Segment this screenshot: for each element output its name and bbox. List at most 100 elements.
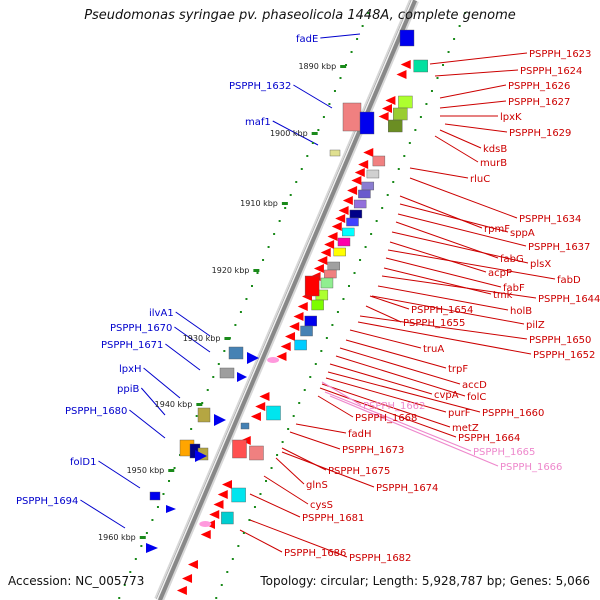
scale-dot <box>265 480 268 482</box>
scale-dot <box>331 324 334 326</box>
right-gene-label: PSPPH_1652 <box>533 350 595 361</box>
gene-arrow-red <box>217 490 228 499</box>
gene-block-right <box>387 119 403 133</box>
gene-block-right <box>413 59 428 73</box>
right-gene-label: PSPPH_1626 <box>508 81 570 92</box>
gene-arrow-red <box>250 412 261 421</box>
right-leader-line <box>295 423 347 434</box>
left-gene-label: fadE <box>296 34 318 45</box>
gene-block-ilva1 <box>228 346 244 360</box>
right-gene-label: rpmF <box>484 224 510 235</box>
left-gene-label: ppiB <box>117 384 139 395</box>
scale-dot <box>295 181 298 183</box>
right-gene-label: rluC <box>470 174 490 185</box>
scale-tick <box>139 536 146 539</box>
gene-arrow <box>146 543 158 553</box>
scale-dot <box>430 90 433 92</box>
gene-block-pink <box>199 521 212 527</box>
gene-arrow <box>237 372 247 382</box>
scale-dot <box>145 532 148 534</box>
label-leader-lines <box>80 33 556 558</box>
right-leader-line <box>249 493 301 518</box>
right-leader-line <box>275 457 305 485</box>
right-leader-line <box>335 355 466 397</box>
backbone-line <box>156 0 418 600</box>
gene-block-right <box>221 511 234 525</box>
gene-arrow-red <box>213 500 224 509</box>
scale-dot <box>123 584 126 586</box>
scale-dot <box>425 103 428 105</box>
scale-dot <box>289 194 292 196</box>
scale-dot <box>245 298 248 300</box>
pink-gene-label: PSPPH_1662 <box>363 401 425 412</box>
scale-dot <box>464 12 467 14</box>
right-gene-label: PSPPH_1637 <box>528 242 590 253</box>
right-leader-line <box>369 295 410 310</box>
gene-arrow-red <box>378 112 389 121</box>
gene-arrow-red <box>289 322 300 331</box>
right-leader-line <box>409 177 518 219</box>
gene-block-right <box>366 169 380 179</box>
left-gene-label: PSPPH_1694 <box>16 496 78 507</box>
left-gene-label: PSPPH_1670 <box>110 323 172 334</box>
right-leader-line <box>239 529 283 553</box>
right-gene-label: acpP <box>488 268 512 279</box>
right-leader-line <box>289 431 341 450</box>
scale-tick <box>253 269 260 272</box>
gene-arrow-red <box>385 96 396 105</box>
right-leader-line <box>397 213 527 247</box>
gene-block-right <box>333 247 346 257</box>
gene-arrow-red <box>293 312 304 321</box>
gene-block-pspph1671 <box>219 367 235 379</box>
right-leader-line <box>327 371 481 413</box>
right-gene-label: glnS <box>306 480 328 491</box>
right-gene-label: trpF <box>448 364 468 375</box>
right-leader-line <box>263 475 309 505</box>
gene-arrow-red <box>187 560 198 569</box>
scale-tick <box>281 202 288 205</box>
scale-dot <box>375 220 378 222</box>
scale-dot <box>367 12 370 14</box>
scale-dot <box>156 506 159 508</box>
right-gene-label: PSPPH_1623 <box>529 49 591 60</box>
right-gene-label: fadH <box>348 429 372 440</box>
gene-arrow-red <box>182 574 193 583</box>
right-leader-line <box>325 377 447 413</box>
right-gene-label: PSPPH_1668 <box>355 413 417 424</box>
scale-dot <box>356 38 359 40</box>
scale-dot <box>259 493 262 495</box>
right-leader-line <box>439 100 507 109</box>
right-gene-label: lpxK <box>500 112 522 123</box>
scale-dot <box>237 545 240 547</box>
right-leader-line <box>349 329 422 349</box>
right-gene-label: PSPPH_1660 <box>482 408 544 419</box>
backbone-highlight <box>156 0 413 600</box>
gene-block-fold1 <box>149 491 161 501</box>
scale-dot <box>267 246 270 248</box>
right-gene-label: PSPPH_1655 <box>403 318 465 329</box>
right-gene-label: pilZ <box>526 320 545 331</box>
left-leader-line <box>293 84 333 109</box>
right-gene-label: PSPPH_1682 <box>349 553 411 564</box>
gene-arrow-red <box>363 148 374 157</box>
gene-arrow-red <box>255 402 266 411</box>
scale-tick <box>196 403 203 406</box>
gene-arrow-red <box>313 264 324 273</box>
right-gene-label: PSPPH_1664 <box>458 433 520 444</box>
right-gene-label: cysS <box>310 500 333 511</box>
scale-dot <box>234 324 237 326</box>
gene-block-right <box>294 339 307 351</box>
right-gene-label: fabD <box>557 275 581 286</box>
right-gene-label: PSPPH_1674 <box>376 483 438 494</box>
gene-arrow-red <box>331 222 342 231</box>
scale-dot <box>151 519 154 521</box>
gene-arrow-red <box>209 510 220 519</box>
scale-dot <box>347 285 350 287</box>
right-gene-label: fabG <box>500 254 524 265</box>
right-leader-line <box>319 387 457 438</box>
scale-dot <box>242 532 245 534</box>
scale-dot <box>350 51 353 53</box>
right-gene-label: murB <box>480 158 507 169</box>
scale-dot <box>226 571 229 573</box>
right-gene-label: holB <box>510 306 532 317</box>
